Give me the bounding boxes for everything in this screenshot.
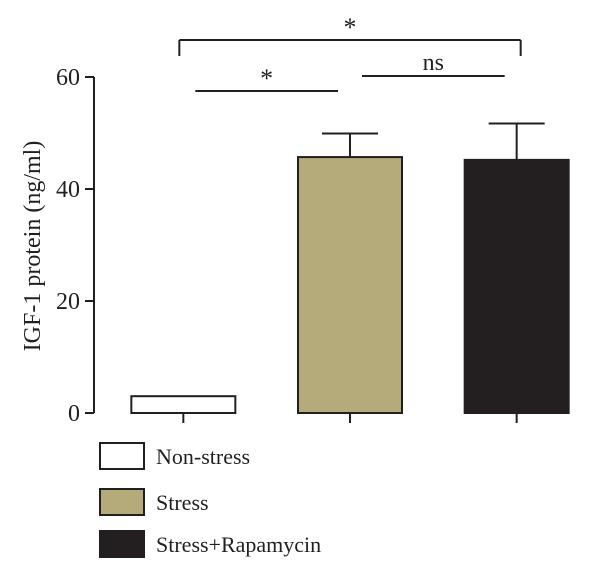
legend-swatch [99, 488, 145, 516]
legend-label: Stress [156, 490, 209, 515]
plot-area: 0 20 40 60 * ns * [56, 13, 570, 427]
legend: Non-stress Stress Stress+Rapamycin [99, 442, 321, 558]
legend-label: Non-stress [156, 444, 250, 469]
bar-stress [297, 156, 403, 414]
legend-swatch [99, 530, 145, 558]
bar-non-stress [130, 395, 237, 415]
y-axis-label: IGF-1 protein (ng/ml) [20, 141, 46, 352]
legend-label: Stress+Rapamycin [156, 532, 321, 557]
legend-swatch [99, 442, 145, 470]
significance-label: * [344, 13, 357, 42]
significance-label: ns [423, 50, 444, 76]
y-tick-label: 20 [56, 289, 80, 315]
bar-stress-rapamycin [463, 158, 570, 414]
y-tick-label: 40 [56, 177, 80, 203]
y-tick-label: 60 [56, 65, 80, 91]
significance-label: * [260, 64, 273, 93]
y-tick-label: 0 [68, 401, 80, 427]
